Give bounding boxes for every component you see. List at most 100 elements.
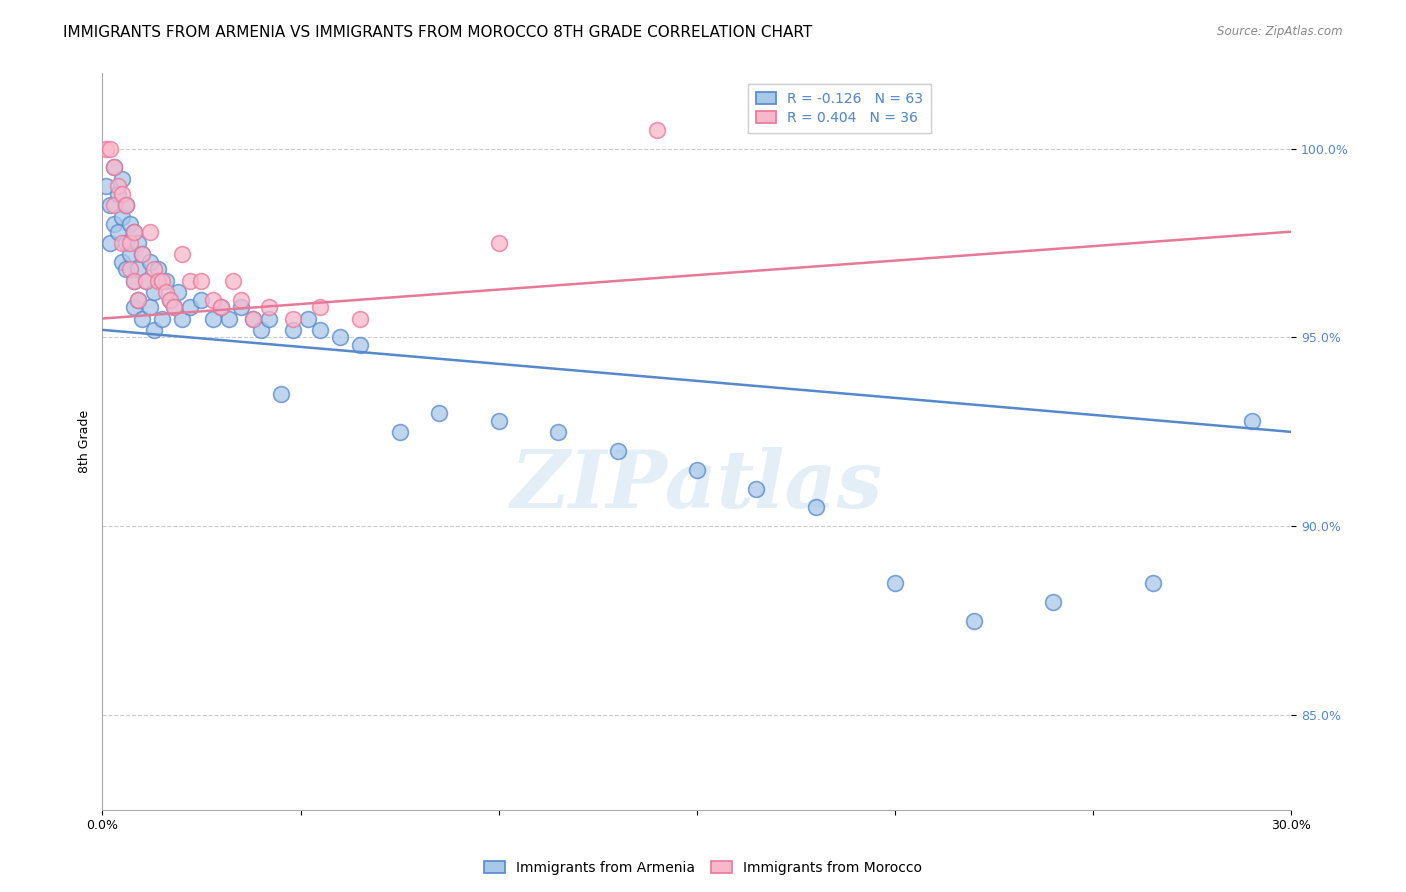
Point [804,500,827,515]
Point [146,274,169,288]
Point [111,235,134,250]
Point [122,274,145,288]
Point [159,293,181,307]
Point [488,413,510,427]
Point [745,482,768,496]
Point [309,300,332,314]
Point [388,425,411,439]
Point [229,293,252,307]
Point [150,311,173,326]
Point [111,186,134,201]
Point [202,293,225,307]
Point [155,274,177,288]
Point [103,198,125,212]
Point [163,300,186,314]
Point [242,311,264,326]
Point [170,247,193,261]
Point [122,274,145,288]
Point [606,443,628,458]
Point [120,262,142,277]
Point [135,274,157,288]
Point [329,330,352,344]
Y-axis label: 8th Grade: 8th Grade [79,409,91,473]
Point [170,311,193,326]
Point [179,300,201,314]
Point [1042,595,1064,609]
Point [115,198,138,212]
Point [159,293,181,307]
Point [107,179,129,194]
Point [142,262,165,277]
Point [250,323,273,337]
Point [135,274,157,288]
Point [103,161,125,175]
Point [297,311,319,326]
Point [963,614,986,628]
Point [209,300,232,314]
Point [111,210,134,224]
Point [146,262,169,277]
Point [120,217,142,231]
Point [127,293,149,307]
Point [1142,576,1164,591]
Point [309,323,332,337]
Point [122,225,145,239]
Point [115,198,138,212]
Point [111,171,134,186]
Point [139,225,162,239]
Point [98,235,121,250]
Point [131,247,153,261]
Point [190,274,212,288]
Point [96,142,118,156]
Point [190,293,212,307]
Point [281,311,304,326]
Point [120,247,142,261]
Point [115,262,138,277]
Point [150,274,173,288]
Point [242,311,264,326]
Text: IMMIGRANTS FROM ARMENIA VS IMMIGRANTS FROM MOROCCO 8TH GRADE CORRELATION CHART: IMMIGRANTS FROM ARMENIA VS IMMIGRANTS FR… [63,25,813,40]
Point [281,323,304,337]
Point [257,311,280,326]
Point [166,285,188,299]
Point [127,293,149,307]
Point [98,198,121,212]
Point [127,262,149,277]
Point [222,274,245,288]
Point [142,285,165,299]
Point [98,142,121,156]
Text: Source: ZipAtlas.com: Source: ZipAtlas.com [1218,25,1343,38]
Point [163,300,186,314]
Point [139,300,162,314]
Point [96,179,118,194]
Point [349,311,371,326]
Point [107,225,129,239]
Point [179,274,201,288]
Point [270,387,292,401]
Point [103,161,125,175]
Point [202,311,225,326]
Point [349,338,371,352]
Point [122,225,145,239]
Point [139,255,162,269]
Point [884,576,907,591]
Text: ZIPatlas: ZIPatlas [510,447,883,524]
Point [547,425,569,439]
Point [107,186,129,201]
Point [218,311,240,326]
Point [111,255,134,269]
Point [103,217,125,231]
Point [131,247,153,261]
Point [155,285,177,299]
Point [115,235,138,250]
Legend: Immigrants from Armenia, Immigrants from Morocco: Immigrants from Armenia, Immigrants from… [478,855,928,880]
Point [127,235,149,250]
Point [257,300,280,314]
Point [488,235,510,250]
Point [686,463,709,477]
Point [1240,413,1263,427]
Point [131,311,153,326]
Point [120,235,142,250]
Legend: R = -0.126   N = 63, R = 0.404   N = 36: R = -0.126 N = 63, R = 0.404 N = 36 [748,84,931,133]
Point [142,323,165,337]
